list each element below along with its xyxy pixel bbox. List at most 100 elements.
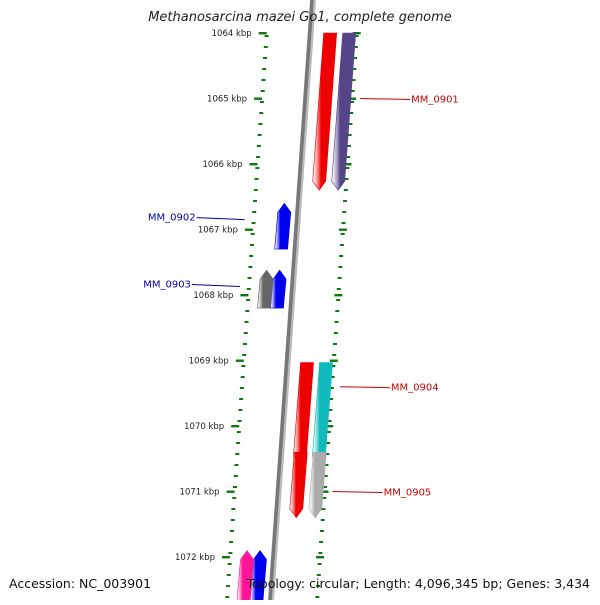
- major-tick-right: [343, 163, 352, 166]
- tick-dot-right: [343, 200, 347, 202]
- tick-dot-right: [318, 552, 323, 554]
- gene-arrow: [312, 32, 338, 191]
- kbp-tick-label: 1065 kbp: [207, 95, 247, 105]
- tick-dot-right: [317, 563, 322, 565]
- tick-dot-left: [257, 134, 262, 136]
- tick-dot-left: [226, 574, 231, 576]
- tick-dot-left: [235, 453, 240, 455]
- tick-dot-right: [342, 211, 347, 213]
- tick-dot-right: [353, 46, 358, 48]
- tick-dot-left: [243, 343, 247, 345]
- tick-dot-right: [323, 475, 328, 477]
- major-tick-left: [240, 294, 249, 297]
- major-tick-left: [258, 32, 267, 35]
- tick-dot-left: [229, 530, 234, 532]
- tick-dot-right: [349, 112, 354, 114]
- tick-dot-left: [247, 277, 252, 279]
- tick-dot-right: [351, 79, 356, 81]
- tick-dot-left: [233, 486, 237, 488]
- tick-dot-left: [252, 211, 257, 213]
- tick-dot-left: [256, 156, 261, 158]
- tick-dot-right: [320, 519, 325, 521]
- tick-dot-right: [328, 409, 333, 411]
- tick-dot-right: [339, 244, 344, 246]
- tick-dot-left: [250, 233, 255, 235]
- tick-dot-left: [251, 222, 256, 224]
- tick-dot-left: [249, 255, 254, 257]
- tick-dot-right: [319, 541, 324, 543]
- gene-arrow: [312, 362, 333, 466]
- kbp-tick-label: 1066 kbp: [202, 160, 242, 170]
- tick-dot-left: [239, 387, 244, 389]
- genome-backbone: [268, 0, 314, 601]
- tick-dot-right: [329, 387, 334, 389]
- tick-dot-left: [260, 90, 265, 92]
- major-tick-right: [325, 425, 334, 428]
- gene-arrow: [270, 269, 287, 309]
- tick-dot-left: [238, 409, 243, 411]
- tick-dot-left: [263, 57, 267, 59]
- tick-dot-right: [319, 530, 324, 532]
- tick-dot-right: [337, 277, 342, 279]
- tick-dot-left: [240, 376, 245, 378]
- tick-dot-right: [341, 222, 346, 224]
- tick-dot-left: [227, 563, 232, 565]
- gene-label: MM_0902: [148, 213, 196, 224]
- gene-label: MM_0904: [391, 383, 439, 394]
- tick-dot-left: [256, 145, 261, 147]
- tick-dot-right: [348, 123, 353, 125]
- tick-dot-left: [236, 431, 241, 433]
- tick-dot-left: [253, 189, 258, 191]
- tick-dot-left: [262, 68, 267, 70]
- kbp-tick-label: 1071 kbp: [180, 488, 220, 498]
- tick-dot-right: [329, 398, 334, 400]
- tick-dot-left: [233, 475, 238, 477]
- major-tick-left: [222, 556, 230, 559]
- tick-dot-right: [339, 255, 344, 257]
- tick-dot-left: [230, 519, 235, 521]
- major-tick-left: [244, 228, 253, 231]
- gene-label-leader: [191, 283, 240, 287]
- kbp-tick-label: 1070 kbp: [184, 422, 224, 432]
- gene-label: MM_0903: [143, 279, 191, 290]
- gene-label-leader: [339, 386, 390, 389]
- gene-arrow: [293, 362, 314, 466]
- accession-label: Accession: NC_003901: [9, 576, 152, 591]
- major-tick-left: [249, 163, 258, 166]
- gene-label-leader: [196, 217, 245, 221]
- tick-dot-left: [234, 464, 239, 466]
- tick-dot-right: [333, 343, 337, 345]
- tick-dot-right: [325, 453, 330, 455]
- tick-dot-right: [316, 585, 321, 587]
- tick-dot-right: [336, 299, 341, 301]
- tick-dot-right: [346, 156, 351, 158]
- tick-dot-left: [232, 497, 237, 499]
- major-tick-right: [348, 97, 357, 100]
- map-title: Methanosarcina mazei Go1, complete genom…: [148, 10, 452, 25]
- major-tick-right: [329, 359, 338, 362]
- tick-dot-right: [323, 486, 327, 488]
- tick-dot-right: [321, 508, 326, 510]
- kbp-tick-label: 1069 kbp: [189, 357, 229, 367]
- gene-arrow: [331, 32, 357, 191]
- major-tick-right: [316, 556, 324, 559]
- tick-dot-right: [333, 332, 338, 334]
- topology-label: Topology: circular; Length: 4,096,345 bp…: [246, 576, 590, 591]
- tick-dot-left: [231, 508, 236, 510]
- tick-dot-left: [239, 398, 244, 400]
- major-tick-left: [231, 425, 240, 428]
- tick-dot-right: [344, 178, 349, 180]
- gene-arrow: [257, 269, 274, 309]
- major-tick-right: [320, 490, 329, 493]
- tick-dot-right: [347, 134, 352, 136]
- tick-dot-left: [228, 552, 233, 554]
- tick-dot-left: [258, 123, 263, 125]
- tick-dot-right: [345, 167, 350, 169]
- tick-dot-left: [253, 200, 257, 202]
- major-tick-right: [334, 294, 343, 297]
- tick-dot-right: [322, 497, 327, 499]
- tick-dot-left: [244, 321, 249, 323]
- tick-dot-left: [249, 244, 254, 246]
- tick-dot-right: [335, 310, 340, 312]
- kbp-tick-label: 1068 kbp: [193, 291, 233, 301]
